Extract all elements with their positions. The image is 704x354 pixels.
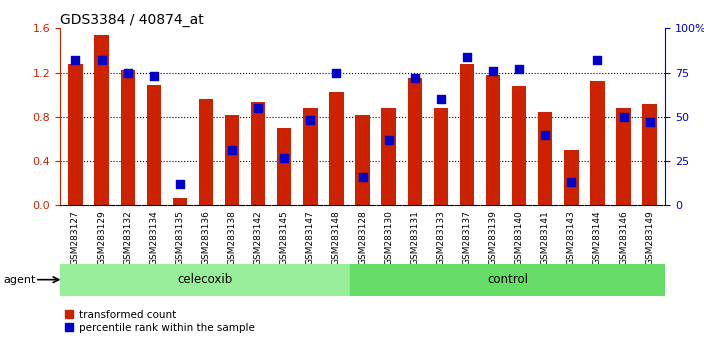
- Point: [539, 132, 551, 137]
- Bar: [199, 99, 213, 205]
- Bar: [616, 108, 631, 205]
- Text: GSM283145: GSM283145: [279, 210, 289, 265]
- Bar: [512, 86, 527, 205]
- Point: [70, 57, 81, 63]
- Bar: [382, 108, 396, 205]
- Bar: [356, 115, 370, 205]
- Point: [409, 75, 420, 81]
- Text: GSM283140: GSM283140: [515, 210, 524, 265]
- Point: [122, 70, 133, 75]
- Text: GSM283148: GSM283148: [332, 210, 341, 265]
- Point: [357, 174, 368, 180]
- Text: GSM283130: GSM283130: [384, 210, 393, 265]
- Text: GSM283146: GSM283146: [619, 210, 628, 265]
- Text: GSM283144: GSM283144: [593, 210, 602, 265]
- Bar: [303, 108, 318, 205]
- Point: [175, 181, 186, 187]
- Bar: [564, 150, 579, 205]
- Bar: [434, 108, 448, 205]
- Text: GSM283142: GSM283142: [253, 210, 263, 265]
- Point: [487, 68, 498, 74]
- Bar: [460, 64, 474, 205]
- Text: GSM283147: GSM283147: [306, 210, 315, 265]
- Point: [331, 70, 342, 75]
- Text: GSM283138: GSM283138: [227, 210, 237, 265]
- Bar: [172, 198, 187, 205]
- Point: [383, 137, 394, 143]
- Bar: [94, 35, 109, 205]
- Text: agent: agent: [4, 275, 36, 285]
- Bar: [277, 128, 291, 205]
- Point: [96, 57, 107, 63]
- Text: GSM283149: GSM283149: [645, 210, 654, 265]
- Text: GSM283134: GSM283134: [149, 210, 158, 265]
- Text: celecoxib: celecoxib: [177, 273, 232, 286]
- Point: [644, 119, 655, 125]
- Bar: [120, 70, 135, 205]
- Text: GSM283129: GSM283129: [97, 210, 106, 265]
- Point: [461, 54, 472, 59]
- Text: control: control: [487, 273, 528, 286]
- Point: [227, 148, 238, 153]
- Text: GSM283133: GSM283133: [436, 210, 446, 265]
- Bar: [643, 104, 657, 205]
- Bar: [590, 81, 605, 205]
- Text: GSM283127: GSM283127: [71, 210, 80, 265]
- Point: [279, 155, 290, 160]
- Point: [305, 118, 316, 123]
- Point: [618, 114, 629, 120]
- Point: [592, 57, 603, 63]
- Bar: [146, 85, 161, 205]
- Point: [253, 105, 264, 111]
- Bar: [68, 64, 82, 205]
- Text: GSM283128: GSM283128: [358, 210, 367, 265]
- Point: [513, 66, 524, 72]
- Text: GSM283135: GSM283135: [175, 210, 184, 265]
- Point: [435, 96, 446, 102]
- Bar: [486, 75, 501, 205]
- Text: GSM283139: GSM283139: [489, 210, 498, 265]
- Bar: [349, 264, 665, 296]
- Text: GDS3384 / 40874_at: GDS3384 / 40874_at: [60, 13, 203, 27]
- Bar: [538, 113, 553, 205]
- Point: [566, 179, 577, 185]
- Text: GSM283143: GSM283143: [567, 210, 576, 265]
- Text: GSM283131: GSM283131: [410, 210, 420, 265]
- Bar: [329, 92, 344, 205]
- Bar: [408, 78, 422, 205]
- Legend: transformed count, percentile rank within the sample: transformed count, percentile rank withi…: [65, 310, 254, 333]
- Text: GSM283137: GSM283137: [463, 210, 472, 265]
- Bar: [225, 115, 239, 205]
- Point: [148, 73, 159, 79]
- Bar: [251, 102, 265, 205]
- Text: GSM283141: GSM283141: [541, 210, 550, 265]
- Bar: [60, 264, 349, 296]
- Text: GSM283136: GSM283136: [201, 210, 210, 265]
- Text: GSM283132: GSM283132: [123, 210, 132, 265]
